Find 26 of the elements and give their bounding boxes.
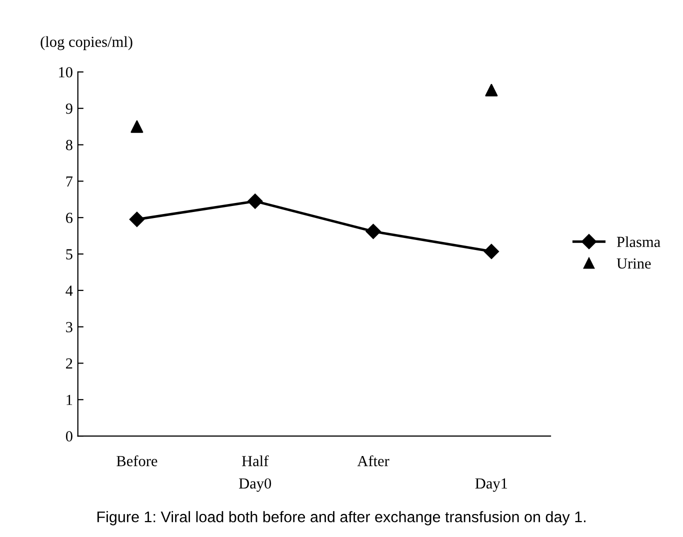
y-tick-label: 4 [66, 286, 73, 296]
y-tick-label: 0 [66, 431, 72, 442]
y-tick-label: 7 [66, 176, 73, 186]
x-tick-label: Half [242, 455, 269, 466]
point [248, 194, 263, 209]
y-tick-label: 8 [66, 140, 72, 150]
legend-label: Urine [616, 258, 651, 269]
y-tick-label: 9 [66, 104, 72, 114]
legend-label: Plasma [616, 236, 660, 248]
y-tick-label: 6 [66, 212, 73, 224]
point [485, 84, 498, 96]
y-tick-label: 10 [59, 67, 72, 78]
x-tick-label: After [357, 455, 390, 466]
caption: Figure 1: Viral load both before and after exchange transfusion on day 1. [97, 511, 586, 526]
y-tick-label: 3 [66, 322, 72, 332]
x-tick-label: Before [116, 455, 158, 466]
text: Day1 [475, 478, 508, 492]
y-tick-label: 2 [66, 358, 72, 369]
point [484, 244, 499, 260]
text: Day0 [238, 478, 272, 492]
y-tick-label: 5 [66, 249, 72, 260]
y-tick-label: 1 [66, 394, 72, 405]
point [129, 212, 145, 227]
point [366, 224, 381, 239]
y-axis-title: (log copies/ml) [40, 36, 132, 50]
point [130, 120, 144, 133]
